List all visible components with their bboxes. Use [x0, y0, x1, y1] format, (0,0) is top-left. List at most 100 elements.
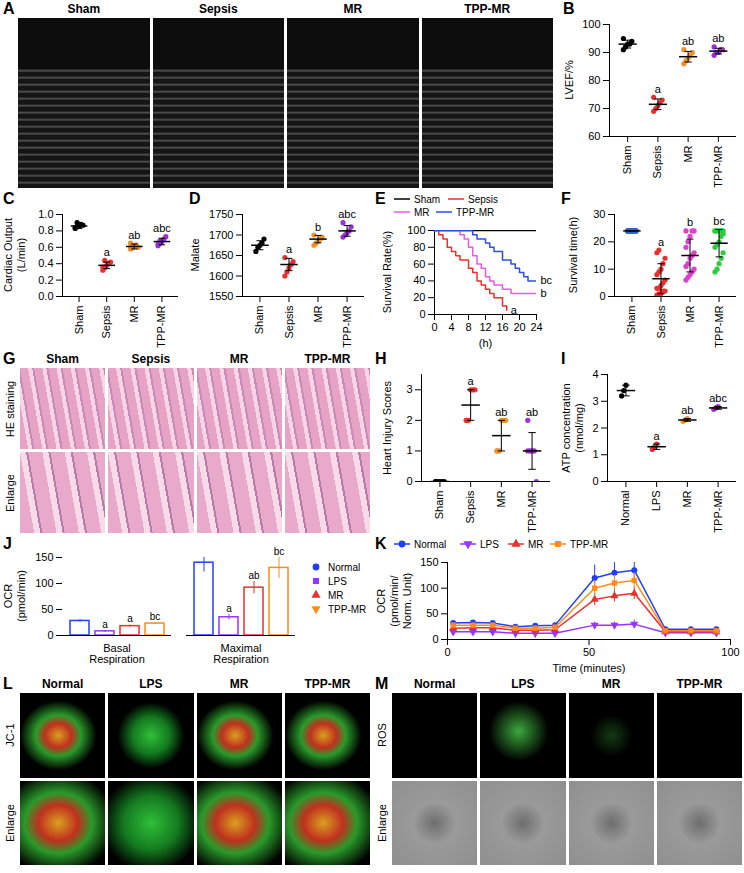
- svg-text:a: a: [226, 603, 232, 614]
- svg-text:a: a: [286, 243, 293, 255]
- svg-text:a: a: [654, 430, 661, 442]
- svg-text:MR: MR: [495, 490, 507, 507]
- svg-text:60: 60: [588, 130, 600, 142]
- svg-text:(h): (h): [479, 337, 492, 349]
- svg-text:abc: abc: [709, 392, 727, 404]
- svg-text:TPP-MR: TPP-MR: [526, 490, 538, 532]
- svg-text:BasalRespiration: BasalRespiration: [89, 642, 145, 665]
- svg-text:TPP-MR: TPP-MR: [341, 305, 353, 347]
- svg-text:50: 50: [583, 646, 595, 658]
- svg-text:MR: MR: [684, 305, 696, 322]
- svg-text:20: 20: [593, 235, 605, 247]
- svg-text:Sepsis: Sepsis: [100, 305, 112, 339]
- svg-text:a: a: [102, 619, 108, 630]
- svg-text:a: a: [468, 375, 475, 387]
- svg-text:4: 4: [448, 321, 454, 333]
- svg-text:60: 60: [413, 258, 425, 270]
- svg-text:0.8: 0.8: [38, 224, 53, 236]
- svg-text:1650: 1650: [209, 249, 233, 261]
- svg-text:ab: ab: [495, 406, 507, 418]
- svg-text:12: 12: [479, 321, 491, 333]
- svg-text:b: b: [541, 287, 547, 299]
- svg-text:70: 70: [588, 102, 600, 114]
- svg-text:8: 8: [465, 321, 471, 333]
- svg-text:ab: ab: [128, 229, 140, 241]
- svg-text:24: 24: [530, 321, 542, 333]
- svg-text:Sepsis: Sepsis: [282, 305, 294, 339]
- svg-text:TPP-MR: TPP-MR: [155, 305, 167, 347]
- svg-text:150: 150: [35, 551, 53, 563]
- svg-text:abc: abc: [338, 208, 356, 220]
- svg-text:0: 0: [47, 629, 53, 641]
- svg-text:a: a: [104, 246, 111, 258]
- svg-text:Normal: Normal: [619, 491, 631, 526]
- svg-text:abc: abc: [153, 222, 171, 234]
- svg-text:80: 80: [588, 74, 600, 86]
- svg-text:3: 3: [406, 383, 412, 395]
- svg-text:0: 0: [599, 290, 605, 302]
- svg-text:b: b: [315, 221, 321, 233]
- svg-text:1: 1: [592, 448, 598, 460]
- svg-text:2: 2: [406, 414, 412, 426]
- svg-text:MaximalRespiration: MaximalRespiration: [213, 642, 269, 665]
- svg-text:40: 40: [413, 274, 425, 286]
- svg-text:1750: 1750: [209, 208, 233, 220]
- svg-text:100: 100: [35, 577, 53, 589]
- svg-text:bc: bc: [541, 274, 553, 286]
- svg-text:100: 100: [420, 582, 438, 594]
- svg-text:Sham: Sham: [433, 491, 445, 520]
- svg-text:1: 1: [406, 444, 412, 456]
- svg-text:MR: MR: [312, 305, 324, 322]
- svg-text:30: 30: [593, 208, 605, 220]
- svg-text:4: 4: [592, 368, 598, 380]
- svg-text:1600: 1600: [209, 270, 233, 282]
- svg-text:ab: ab: [248, 570, 260, 581]
- svg-text:a: a: [658, 236, 665, 248]
- svg-text:80: 80: [413, 241, 425, 253]
- svg-text:0: 0: [432, 633, 438, 645]
- svg-text:0.2: 0.2: [38, 274, 53, 286]
- svg-text:0: 0: [444, 646, 450, 658]
- svg-text:1550: 1550: [209, 290, 233, 302]
- svg-text:a: a: [511, 304, 518, 316]
- svg-text:2: 2: [592, 422, 598, 434]
- svg-text:a: a: [127, 613, 133, 624]
- svg-text:Sham: Sham: [621, 146, 633, 175]
- svg-text:LPS: LPS: [650, 491, 662, 512]
- svg-text:Sham: Sham: [625, 306, 637, 335]
- svg-text:bc: bc: [713, 215, 725, 227]
- svg-text:Sham: Sham: [253, 306, 265, 335]
- svg-text:a: a: [655, 83, 662, 95]
- svg-text:0.0: 0.0: [38, 290, 53, 302]
- svg-text:3: 3: [592, 395, 598, 407]
- svg-text:ab: ab: [712, 32, 724, 44]
- svg-text:MR: MR: [681, 490, 693, 507]
- svg-text:0: 0: [592, 475, 598, 487]
- svg-text:bc: bc: [150, 611, 161, 622]
- svg-text:50: 50: [41, 603, 53, 615]
- svg-text:Sepsis: Sepsis: [651, 145, 663, 179]
- svg-text:0.6: 0.6: [38, 241, 53, 253]
- svg-text:20: 20: [513, 321, 525, 333]
- svg-text:100: 100: [721, 646, 739, 658]
- svg-text:100: 100: [582, 18, 600, 30]
- svg-text:20: 20: [413, 291, 425, 303]
- svg-text:TPP-MR: TPP-MR: [712, 490, 724, 532]
- svg-text:100: 100: [407, 224, 425, 236]
- svg-text:50: 50: [426, 607, 438, 619]
- svg-text:ab: ab: [682, 35, 694, 47]
- svg-text:16: 16: [496, 321, 508, 333]
- svg-text:bc: bc: [274, 546, 285, 557]
- svg-text:TPP-MR: TPP-MR: [713, 305, 725, 347]
- svg-text:10: 10: [593, 263, 605, 275]
- svg-text:Sham: Sham: [73, 306, 85, 335]
- svg-text:b: b: [687, 216, 693, 228]
- svg-text:ab: ab: [526, 406, 538, 418]
- svg-text:Sepsis: Sepsis: [654, 305, 666, 339]
- svg-text:1700: 1700: [209, 229, 233, 241]
- svg-text:0.4: 0.4: [38, 257, 53, 269]
- svg-text:0: 0: [406, 475, 412, 487]
- svg-text:MR: MR: [128, 305, 140, 322]
- svg-text:150: 150: [420, 556, 438, 568]
- svg-text:0: 0: [419, 308, 425, 320]
